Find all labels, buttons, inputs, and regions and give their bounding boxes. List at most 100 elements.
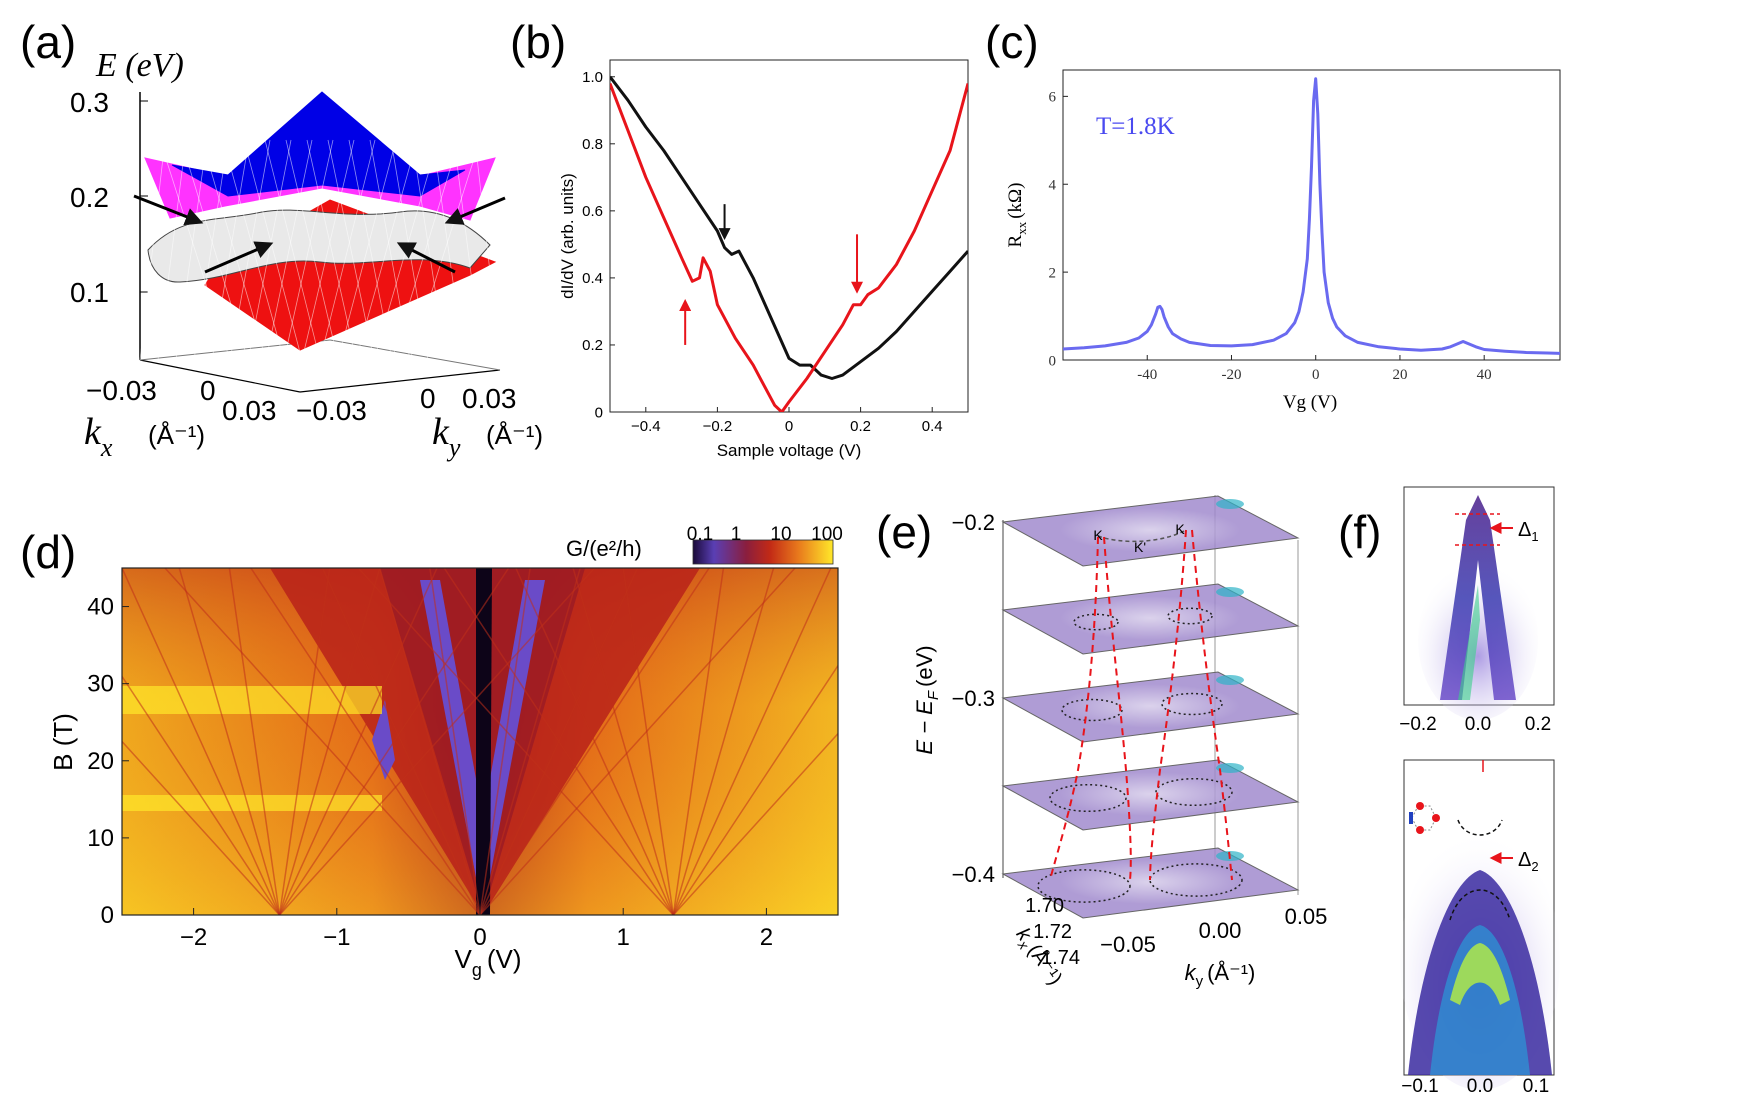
d-ytick-0: 0 — [101, 902, 114, 929]
f-bottom-lower-dash — [1449, 889, 1511, 921]
e-ky-tick-0: −0.05 — [1100, 932, 1156, 957]
e-ky-tick-1: 0.00 — [1199, 918, 1242, 943]
e-slice-2 — [1001, 671, 1300, 743]
a-zlabel: E (eV) — [95, 47, 184, 84]
b-ytick-3: 0.6 — [582, 203, 603, 220]
f-inset-marker — [1409, 812, 1413, 824]
d-xtick-4: 2 — [760, 924, 773, 951]
e-slice-hotspot-0 — [1216, 499, 1244, 509]
a-mesh-line-a-9 — [348, 139, 393, 361]
f-inset-atom-1 — [1416, 802, 1424, 810]
a-mesh-line-a-6 — [285, 139, 339, 361]
a-ky-title: ky — [432, 411, 461, 462]
a-mesh-line-a-14 — [453, 139, 483, 361]
a-mesh-line-b-12 — [193, 139, 229, 361]
e-contour-left-3 — [1049, 783, 1127, 813]
e-cone-left-inner — [1103, 536, 1132, 881]
a-mesh-line-a-7 — [306, 139, 357, 361]
a-kx-tick-0: −0.03 — [86, 375, 157, 406]
panel-label-a: (a) — [20, 16, 76, 68]
e-kx-tick-2: 1.74 — [1041, 947, 1080, 969]
a-mesh-line-a-10 — [369, 139, 411, 361]
e-contour-right-3 — [1155, 777, 1233, 807]
b-ytick-1: 0.2 — [582, 337, 603, 354]
c-xtick-2: 0 — [1312, 367, 1320, 383]
d-fan-line-29 — [672, 732, 838, 915]
d-xlabel: Vg (V) — [454, 944, 521, 980]
a-arrow-right-lower — [396, 242, 456, 274]
a-mesh-line-b-8 — [265, 139, 313, 361]
b-series-black — [610, 75, 968, 380]
d-fan-line-4 — [429, 568, 481, 915]
e-slice-hotspot-3 — [1216, 763, 1244, 773]
a-mesh-line-b-14 — [157, 139, 187, 361]
panel-label-b: (b) — [510, 16, 566, 68]
d-band-14T — [122, 795, 382, 811]
c-ticks: -40 -20 0 20 40 0 2 4 6 — [1049, 90, 1492, 383]
e-top-bz-path — [1097, 529, 1187, 543]
c-ylabel: Rxx(kΩ) — [1005, 183, 1029, 248]
b-xtick-3: 0.2 — [850, 418, 871, 435]
d-fan-line-24 — [622, 568, 675, 915]
e-contour-right-4 — [1149, 863, 1243, 897]
e-cone-lines — [1049, 529, 1233, 881]
panel-a: (a) E (eV) 0.3 0.2 0.1 −0.03 0 0.03 −0 — [20, 16, 543, 462]
d-fan-line-9 — [479, 568, 796, 915]
d-fan-line-14 — [228, 568, 281, 915]
d-xtick-0: −2 — [180, 924, 207, 951]
a-band-middle — [147, 209, 491, 283]
a-mesh-lines — [139, 139, 501, 361]
e-kx-tick-0: 1.70 — [1025, 895, 1064, 917]
b-ylabel: dI/dV (arb. units) — [558, 173, 577, 299]
f-inset-atom-2 — [1416, 826, 1424, 834]
d-fan-line-27 — [672, 568, 832, 915]
e-slice-3 — [1001, 759, 1300, 831]
a-kx-tick-2: 0.03 — [222, 395, 277, 426]
f-top-xtick-2: 0.2 — [1525, 714, 1551, 735]
e-point-Kprime: K' — [1134, 539, 1146, 555]
b-ytick-0: 0 — [595, 404, 603, 421]
a-kx-tick-1: 0 — [200, 375, 216, 406]
a-kx-unit: (Å⁻¹) — [148, 420, 205, 450]
c-temperature-label: T=1.8K — [1096, 113, 1175, 140]
e-ztick-0: −0.2 — [952, 510, 995, 535]
panel-label-e: (e) — [876, 506, 932, 558]
a-band-upper-cone — [171, 91, 466, 197]
d-fan-line-26 — [672, 568, 775, 915]
e-point-K-right: K — [1175, 521, 1185, 537]
panel-label-f: (f) — [1338, 506, 1381, 558]
d-fan-lines — [122, 568, 838, 915]
d-cbar-tick-0: 0.1 — [687, 524, 713, 545]
d-xtick-1: −1 — [323, 924, 350, 951]
e-contour-right-1 — [1167, 607, 1213, 625]
b-xlabel: Sample voltage (V) — [717, 441, 862, 460]
a-mesh-line-b-13 — [175, 139, 208, 361]
b-ytick-4: 0.8 — [582, 136, 603, 153]
a-ky-tick-1: 0 — [420, 383, 436, 414]
f-bottom-xtick-1: 0.0 — [1467, 1076, 1493, 1095]
c-xtick-3: 20 — [1392, 367, 1407, 383]
panel-d: (d) G/(e²/h) 0.1 1 10 100 −2 −1 0 1 20102030… — [20, 524, 843, 980]
d-ytick-1: 10 — [87, 825, 114, 852]
d-cbar-tick-1: 1 — [731, 524, 742, 545]
a-ky-tick-0: −0.03 — [296, 395, 367, 426]
d-ytick-2: 20 — [87, 748, 114, 775]
d-fan-line-12 — [122, 568, 281, 915]
c-xtick-4: 40 — [1477, 367, 1492, 383]
d-fan-line-23 — [572, 568, 675, 915]
e-cone-right-inner — [1149, 529, 1187, 881]
b-xtick-0: −0.4 — [631, 418, 661, 435]
a-kx-title: kx — [84, 411, 113, 462]
d-central-black — [476, 568, 492, 915]
f-top-haze — [1418, 560, 1538, 720]
e-contour-right-2 — [1161, 692, 1223, 716]
c-ytick-2: 4 — [1049, 177, 1057, 193]
b-series-red — [610, 82, 968, 412]
d-fan-line-1 — [250, 568, 481, 915]
a-floor-front-right — [299, 369, 501, 393]
a-arrow-left-upper — [133, 194, 204, 226]
e-slice-glow-3 — [1060, 772, 1240, 816]
d-fan-line-16 — [278, 568, 381, 915]
svg-text:Rxx(kΩ): Rxx(kΩ) — [1005, 183, 1029, 248]
